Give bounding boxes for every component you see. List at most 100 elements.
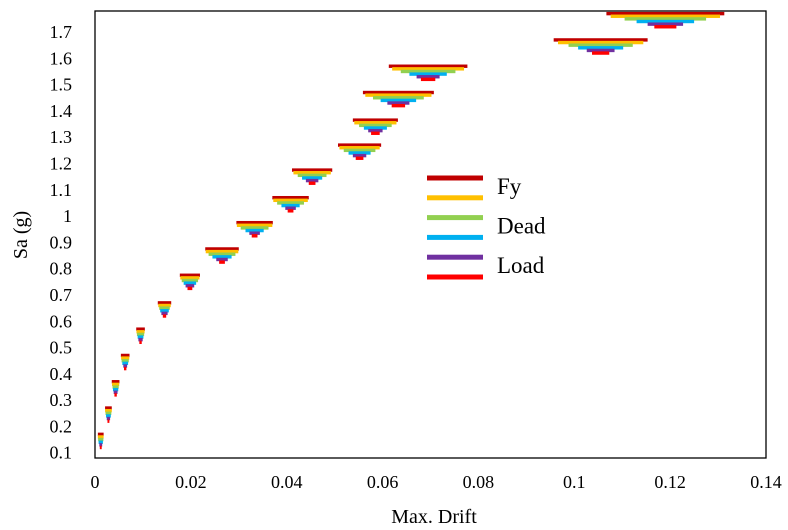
drift-bar-16-1 <box>610 14 720 18</box>
drift-bar-2-0 <box>111 380 120 384</box>
drift-bar-1-3 <box>106 414 111 418</box>
drift-bar-0-1 <box>97 435 104 439</box>
y-tick-label: 1.2 <box>50 154 73 174</box>
y-tick-label: 1.6 <box>50 48 73 68</box>
drift-bar-3-0 <box>120 353 130 358</box>
drift-bar-1-2 <box>105 411 112 415</box>
drift-bar-10-1 <box>293 171 331 175</box>
drift-bar-10-4 <box>305 178 319 183</box>
drift-bar-14-1 <box>392 67 465 71</box>
drift-bar-0-3 <box>98 440 103 444</box>
drift-bar-1-4 <box>106 416 111 421</box>
drift-bar-13-3 <box>380 98 417 103</box>
drift-bar-7-3 <box>212 255 232 259</box>
drift-bar-2-3 <box>112 387 119 392</box>
legend-swatch-4 <box>427 254 483 260</box>
x-tick-label: 0 <box>91 472 100 492</box>
y-tick-label: 0.5 <box>50 338 73 358</box>
drift-bar-5-0 <box>157 301 172 305</box>
legend-swatch-1 <box>427 195 483 201</box>
drift-bar-16-2 <box>624 17 707 21</box>
drift-bar-3-1 <box>121 356 130 360</box>
x-tick-label: 0.02 <box>175 472 207 492</box>
drift-bar-9-1 <box>273 198 308 203</box>
drift-bar-4-3 <box>137 335 144 339</box>
drift-bar-5-5 <box>162 314 167 318</box>
y-tick-label: 1 <box>63 206 72 226</box>
drift-bar-9-5 <box>287 209 294 213</box>
drift-bar-16-5 <box>654 25 677 29</box>
drift-bar-6-4 <box>185 284 195 288</box>
y-axis-label: Sa (g) <box>10 211 32 259</box>
drift-bar-15-3 <box>578 46 624 50</box>
y-tick-label: 1.3 <box>50 127 73 147</box>
y-tick-label: 0.9 <box>50 232 73 252</box>
drift-bar-1-1 <box>105 408 112 413</box>
drift-bar-10-3 <box>302 176 323 180</box>
y-tick-label: 1.7 <box>50 22 73 42</box>
x-tick-label: 0.08 <box>463 472 495 492</box>
drift-bar-5-3 <box>160 309 169 313</box>
drift-bar-6-0 <box>179 273 200 277</box>
drift-bar-8-2 <box>240 226 269 230</box>
drift-bar-7-4 <box>216 257 228 262</box>
drift-bar-4-4 <box>138 337 143 342</box>
drift-bar-9-3 <box>281 203 300 208</box>
drift-bar-13-0 <box>362 90 434 95</box>
drift-bar-0-4 <box>99 443 103 447</box>
drift-bar-5-1 <box>158 303 171 308</box>
y-tick-label: 1.1 <box>50 180 73 200</box>
drift-bar-4-2 <box>136 332 145 337</box>
y-tick-label: 0.3 <box>50 390 73 410</box>
legend-label: Dead <box>497 214 546 239</box>
drift-bar-1-0 <box>105 406 112 410</box>
drift-bar-13-4 <box>387 101 410 105</box>
drift-bar-7-5 <box>219 260 225 264</box>
drift-bar-16-4 <box>647 22 684 26</box>
y-tick-labels: 0.1 0.2 0.3 0.4 0.5 0.6 0.7 0.8 0.9 1 1.1 1.2 1.3 1.4… <box>50 22 73 463</box>
drift-bar-2-4 <box>113 390 118 394</box>
drift-bar-9-4 <box>285 206 296 210</box>
x-tick-label: 0.06 <box>367 472 399 492</box>
drift-bar-14-3 <box>409 72 447 76</box>
drift-bar-8-5 <box>251 234 258 238</box>
legend-label: Fy <box>497 174 522 199</box>
y-tick-label: 0.6 <box>50 311 73 331</box>
drift-bar-10-2 <box>297 173 327 178</box>
drift-bar-11-5 <box>355 156 364 160</box>
drift-bar-9-2 <box>277 201 304 205</box>
drift-bar-13-1 <box>365 93 432 97</box>
drift-bar-0-0 <box>97 432 104 437</box>
legend-swatch-5 <box>427 274 483 280</box>
drift-bar-15-5 <box>592 51 610 55</box>
drift-bar-12-1 <box>354 121 397 125</box>
drift-bar-6-2 <box>181 278 199 283</box>
x-tick-label: 0.1 <box>563 472 586 492</box>
drift-bar-13-5 <box>391 103 406 108</box>
drift-bar-11-2 <box>343 148 376 153</box>
drift-bar-11-0 <box>337 143 382 147</box>
drift-bar-1-5 <box>107 419 110 423</box>
y-tick-label: 0.8 <box>50 259 73 279</box>
y-tick-label: 1.5 <box>50 75 73 95</box>
drift-bar-15-2 <box>568 43 633 47</box>
drift-bar-11-4 <box>352 153 367 158</box>
legend: Fy Dead Load <box>427 174 546 280</box>
y-tick-label: 0.2 <box>50 416 73 436</box>
drift-bar-4-0 <box>136 327 145 331</box>
drift-bar-3-3 <box>122 361 129 366</box>
drift-bar-2-5 <box>114 393 117 397</box>
drift-bar-12-5 <box>371 131 380 135</box>
drift-bar-5-2 <box>159 306 170 310</box>
drift-bar-2-2 <box>112 385 119 389</box>
drift-bar-13-2 <box>372 96 424 100</box>
drift-bar-6-1 <box>180 276 200 280</box>
drift-bar-14-0 <box>388 64 468 68</box>
y-tick-label: 1.4 <box>50 101 73 121</box>
x-tick-label: 0.14 <box>750 472 782 492</box>
drift-bar-8-3 <box>245 228 264 233</box>
drift-bar-4-5 <box>139 340 142 345</box>
y-tick-label: 0.7 <box>50 285 73 305</box>
drift-bar-10-0 <box>291 168 333 172</box>
legend-swatch-2 <box>427 215 483 221</box>
